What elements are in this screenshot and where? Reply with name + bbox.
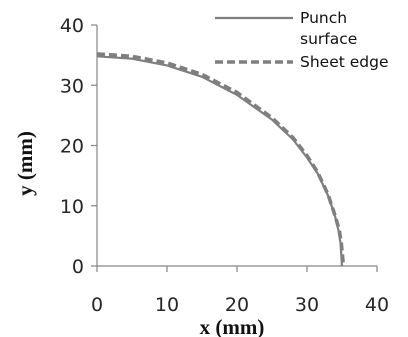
x-axis-title: x (mm) [200,315,265,337]
y-tick-label: 30 [60,75,84,97]
x-tick-label: 40 [365,294,389,316]
plot-area: 0 10 20 30 40 0 10 20 30 40 [60,15,389,316]
legend-label: Punch [300,9,347,27]
x-tick-label: 20 [225,294,249,316]
y-axis-ticks: 0 10 20 30 40 [60,15,97,278]
x-axis-ticks: 0 10 20 30 40 [91,266,389,316]
x-tick-label: 30 [295,294,319,316]
y-tick-label: 0 [72,256,84,278]
y-axis-title: y (mm) [13,131,37,196]
x-tick-label: 0 [91,294,103,316]
y-tick-label: 10 [60,196,84,218]
series-line-punch-surface [96,55,344,267]
y-tick-label: 20 [60,136,84,158]
legend-label: Sheet edge [300,53,389,71]
x-tick-label: 10 [155,294,179,316]
series-line-sheet-edge [96,52,346,267]
legend-label: surface [300,30,357,48]
legend: Punch surface Sheet edge [215,9,389,71]
y-tick-label: 40 [60,15,84,37]
series-layer [96,52,346,267]
